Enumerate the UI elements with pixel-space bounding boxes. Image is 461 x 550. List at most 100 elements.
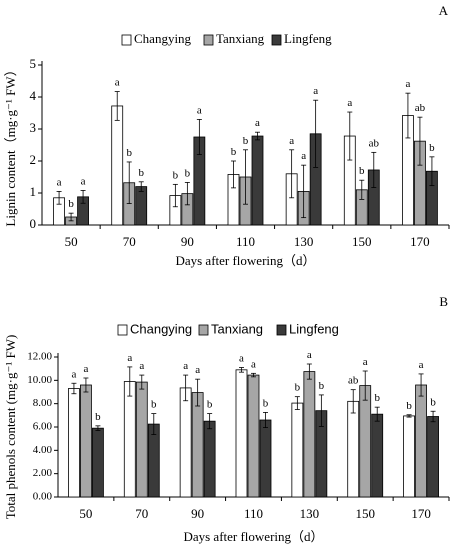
x-tick-label: 50	[79, 506, 92, 521]
significance-letter: a	[139, 360, 144, 372]
significance-letter: b	[359, 165, 365, 177]
bar-tanxiang-50	[80, 384, 92, 498]
legend-swatch-changying	[117, 324, 128, 336]
significance-letter: a	[81, 175, 86, 187]
significance-letter: b	[151, 399, 157, 411]
significance-letter: b	[263, 397, 269, 409]
y-tick-label: 3	[30, 120, 37, 135]
significance-letter: b	[207, 399, 213, 411]
legend-label-lingfeng: Lingfeng	[289, 321, 339, 336]
significance-letter: b	[406, 400, 412, 412]
legend-label-lingfeng: Lingfeng	[284, 31, 332, 46]
significance-letter: b	[126, 147, 132, 159]
x-tick-label: 50	[65, 234, 78, 249]
bar-lingfeng-150	[371, 413, 384, 498]
significance-letter: b	[138, 167, 144, 179]
bar-lingfeng-90	[203, 420, 216, 498]
significance-letter: b	[319, 380, 325, 392]
significance-letter: b	[95, 411, 101, 423]
significance-letter: a	[405, 78, 410, 90]
significance-letter: a	[115, 77, 120, 89]
significance-letter: b	[374, 392, 380, 404]
significance-letter: ab	[348, 375, 359, 387]
y-axis-label: Total phenols content (mg·g⁻¹ FW)	[3, 335, 18, 520]
significance-letter: a	[251, 358, 256, 370]
legend-label-changying: Changying	[130, 321, 192, 336]
significance-letter: a	[307, 349, 312, 361]
x-tick-label: 150	[355, 506, 375, 521]
significance-letter: a	[255, 117, 260, 129]
bar-tanxiang-170	[415, 384, 427, 498]
x-tick-label: 130	[294, 234, 314, 249]
bar-lingfeng-70	[147, 423, 160, 498]
panel-label: A	[439, 3, 449, 18]
x-axis-label: Days after flowering（d）	[175, 253, 315, 268]
bar-changying-90	[179, 387, 192, 498]
legend-swatch-lingfeng	[271, 34, 282, 46]
bar-lingfeng-50	[92, 427, 104, 498]
y-tick-label: 4	[30, 88, 37, 103]
bar-lingfeng-170	[427, 416, 439, 498]
significance-letter: a	[127, 352, 132, 364]
legend-swatch-tanxiang	[203, 34, 214, 46]
y-tick-label: 4.00	[33, 444, 53, 456]
y-tick-label: 8.00	[33, 397, 53, 409]
significance-letter: a	[195, 364, 200, 376]
x-tick-label: 110	[244, 506, 263, 521]
significance-letter: b	[173, 169, 179, 181]
bar-changying-50	[68, 388, 80, 498]
bar-tanxiang-110	[247, 374, 260, 498]
significance-letter: a	[71, 368, 76, 380]
y-tick-label: 5	[30, 56, 37, 71]
legend-label-tanxiang: Tanxiang	[216, 31, 265, 46]
panel-label: B	[439, 294, 448, 309]
legend-label-tanxiang: Tanxiang	[211, 321, 263, 336]
legend-label-changying: Changying	[134, 31, 192, 46]
bar-lingfeng-110	[251, 135, 264, 226]
legend-swatch-changying	[121, 34, 132, 46]
bar-lingfeng-70	[135, 186, 148, 226]
y-tick-label: 0	[30, 216, 37, 231]
y-tick-label: 6.00	[33, 421, 53, 433]
significance-letter: a	[83, 363, 88, 375]
significance-letter: ab	[369, 137, 380, 149]
x-tick-label: 90	[191, 506, 204, 521]
significance-letter: a	[197, 104, 202, 116]
significance-letter: a	[347, 97, 352, 109]
significance-letter: b	[429, 142, 435, 154]
y-tick-label: 2.00	[33, 467, 53, 479]
significance-letter: a	[183, 360, 188, 372]
bar-changying-70	[111, 105, 124, 226]
significance-letter: b	[68, 198, 74, 210]
significance-letter: b	[243, 135, 249, 147]
bar-tanxiang-70	[135, 381, 148, 498]
significance-letter: a	[363, 356, 368, 368]
x-tick-label: 130	[300, 506, 320, 521]
significance-letter: a	[239, 353, 244, 365]
significance-letter: b	[185, 167, 191, 179]
significance-letter: a	[289, 135, 294, 147]
y-tick-label: 0.00	[33, 491, 53, 503]
x-tick-label: 170	[410, 234, 430, 249]
y-tick-label: 10.00	[27, 374, 52, 386]
y-tick-label: 1	[30, 184, 37, 199]
bar-tanxiang-130	[303, 371, 316, 498]
y-tick-label: 2	[30, 152, 37, 167]
significance-letter: b	[231, 146, 237, 158]
significance-letter: a	[301, 150, 306, 162]
bar-tanxiang-150	[359, 385, 372, 498]
x-tick-label: 170	[411, 506, 431, 521]
bar-tanxiang-90	[191, 392, 204, 498]
significance-letter: b	[295, 382, 301, 394]
bar-changying-70	[123, 381, 136, 498]
x-axis-label: Days after flowering（d）	[183, 529, 323, 544]
bar-lingfeng-110	[259, 419, 272, 498]
bar-changying-170	[403, 415, 415, 498]
bar-changying-130	[291, 402, 304, 498]
y-tick-label: 12.00	[27, 351, 52, 363]
significance-letter: ab	[415, 102, 426, 114]
significance-letter: a	[419, 359, 424, 371]
bar-changying-150	[347, 400, 360, 498]
y-axis-label: Lignin content（mg·g⁻¹ FW）	[3, 63, 18, 226]
